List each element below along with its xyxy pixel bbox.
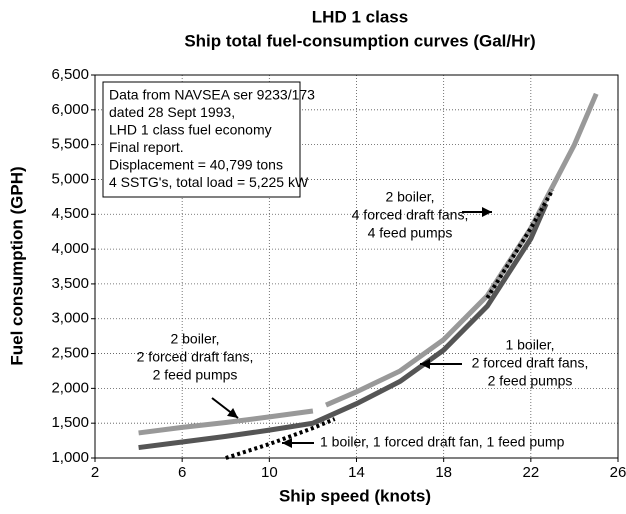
note-text: Final report. bbox=[109, 139, 184, 155]
y-tick-label: 6,000 bbox=[51, 101, 89, 118]
note-box bbox=[102, 81, 301, 198]
note-text: Data from NAVSEA ser 9233/173 bbox=[109, 87, 315, 103]
y-tick-label: 5,000 bbox=[51, 170, 89, 187]
arrow-head bbox=[420, 359, 430, 369]
chart-title: Ship total fuel-consumption curves (Gal/… bbox=[184, 31, 535, 50]
y-tick-label: 1,000 bbox=[51, 449, 89, 466]
y-tick-label: 1,500 bbox=[51, 414, 89, 431]
y-tick-label: 3,000 bbox=[51, 310, 89, 327]
chart-title: LHD 1 class bbox=[312, 7, 408, 26]
note-text: dated 28 Sept 1993, bbox=[109, 104, 235, 120]
note-text: Displacement = 40,799 tons bbox=[109, 157, 283, 173]
annotation: 1 boiler, 1 forced draft fan, 1 feed pum… bbox=[320, 434, 565, 450]
x-tick-label: 18 bbox=[435, 464, 452, 481]
x-tick-label: 22 bbox=[522, 464, 539, 481]
x-tick-label: 6 bbox=[178, 464, 186, 481]
annotation: 2 feed pumps bbox=[153, 367, 238, 383]
annotation: 2 boiler, bbox=[170, 331, 219, 347]
series-line bbox=[138, 408, 314, 436]
y-tick-label: 5,500 bbox=[51, 136, 89, 153]
y-tick-label: 2,500 bbox=[51, 345, 89, 362]
y-tick-label: 4,500 bbox=[51, 205, 89, 222]
x-axis-label: Ship speed (knots) bbox=[279, 486, 431, 505]
arrow-head bbox=[282, 438, 292, 448]
annotation: 4 feed pumps bbox=[368, 225, 453, 241]
arrow-head bbox=[482, 207, 492, 217]
x-tick-label: 26 bbox=[610, 464, 626, 481]
plot-frame bbox=[94, 74, 619, 459]
y-tick-label: 6,500 bbox=[51, 66, 89, 83]
y-tick-label: 3,500 bbox=[51, 275, 89, 292]
series-line bbox=[138, 202, 549, 451]
y-tick-label: 4,000 bbox=[51, 240, 89, 257]
annotation: 2 feed pumps bbox=[488, 373, 573, 389]
y-tick-label: 2,000 bbox=[51, 379, 89, 396]
annotation: 2 forced draft fans, bbox=[472, 355, 589, 371]
annotation: 2 boiler, bbox=[385, 189, 434, 205]
annotation: 4 forced draft fans, bbox=[352, 207, 469, 223]
arrow-head bbox=[227, 407, 238, 418]
annotation: 1 boiler, bbox=[505, 337, 554, 353]
x-tick-label: 14 bbox=[348, 464, 365, 481]
note-text: LHD 1 class fuel economy bbox=[109, 122, 272, 138]
x-tick-label: 10 bbox=[261, 464, 278, 481]
y-axis-label: Fuel consumption (GPH) bbox=[7, 166, 26, 365]
annotation: 2 forced draft fans, bbox=[137, 349, 254, 365]
series-line bbox=[225, 417, 336, 460]
series-line bbox=[324, 92, 599, 408]
series-line bbox=[485, 188, 555, 299]
x-tick-label: 2 bbox=[91, 464, 99, 481]
note-text: 4 SSTG's, total load = 5,225 kW bbox=[109, 174, 309, 190]
